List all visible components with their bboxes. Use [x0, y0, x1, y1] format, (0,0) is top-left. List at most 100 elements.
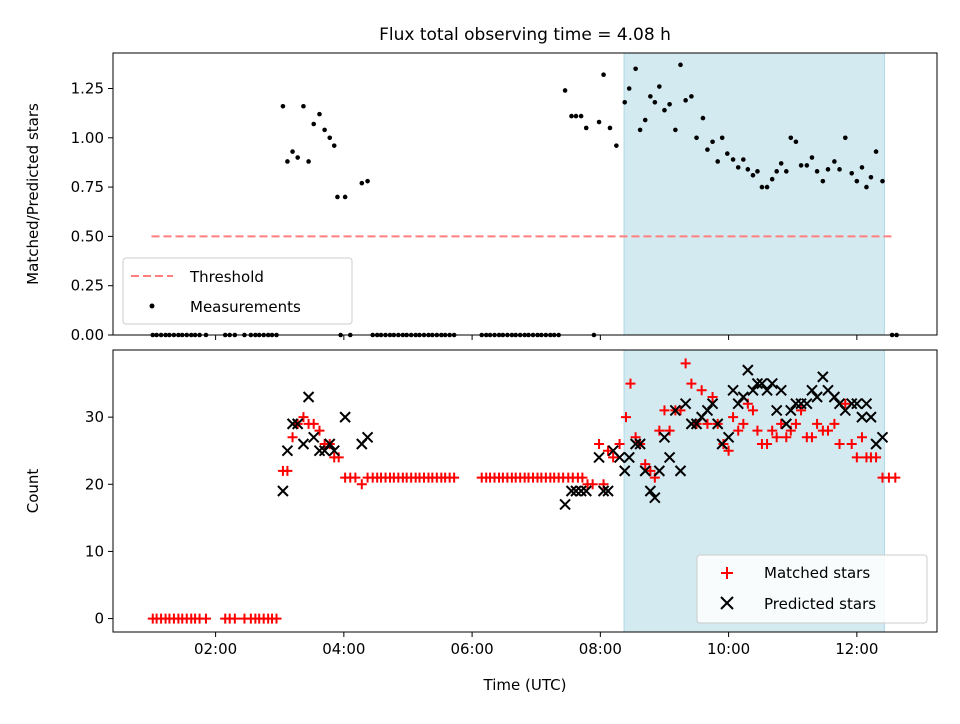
predicted-star-point: [761, 384, 773, 396]
matched-star-point: [822, 425, 833, 436]
matched-star-point: [790, 418, 801, 429]
predicted-star-point: [856, 411, 868, 423]
measurement-point: [774, 169, 779, 174]
predicted-star-point: [806, 384, 818, 396]
y-tick-label: 0: [94, 610, 104, 628]
matched-star-point: [350, 472, 361, 483]
measurement-point: [601, 72, 606, 77]
matched-star-point: [625, 378, 636, 389]
x-tick-label: 12:00: [835, 640, 878, 658]
measurement-point: [837, 167, 842, 172]
measurement-point: [331, 143, 337, 148]
predicted-star-point: [580, 485, 592, 497]
predicted-star-point: [277, 485, 289, 497]
matched-star-point: [229, 613, 240, 624]
matched-star-point: [762, 439, 773, 449]
predicted-star-point: [775, 384, 787, 396]
measurement-point: [705, 147, 710, 152]
predicted-star-point: [669, 404, 682, 417]
matched-star-point: [640, 459, 651, 470]
measurement-point: [793, 139, 799, 145]
y-tick-label: 1.00: [71, 129, 104, 147]
measurement-point: [335, 194, 340, 200]
x-tick-label: 04:00: [322, 640, 365, 658]
predicted-star-point: [811, 391, 823, 403]
measurement-point: [667, 101, 672, 107]
measurement-point: [710, 139, 715, 145]
y-tick-label: 0.75: [71, 178, 104, 196]
x-tick-label: 10:00: [707, 640, 750, 658]
predicted-star-point: [756, 377, 768, 390]
predicted-star-point: [286, 418, 299, 430]
measurement-point: [622, 100, 628, 105]
matched-star-point: [654, 425, 665, 436]
measurement-point: [365, 178, 370, 184]
matched-star-point: [829, 418, 840, 429]
measurement-point: [290, 149, 295, 154]
matched-star-point: [620, 412, 631, 423]
measurement-point: [784, 169, 789, 174]
matched-star-point: [645, 465, 656, 476]
matched-star-point: [806, 432, 817, 443]
matched-star-point: [200, 613, 211, 624]
y-tick-label: 0.25: [71, 277, 104, 295]
predicted-star-point: [685, 418, 698, 430]
measurement-point: [295, 155, 300, 160]
predicted-star-point: [318, 445, 331, 457]
measurement-point: [683, 98, 688, 103]
predicted-star-point: [727, 384, 739, 396]
measurement-point: [769, 176, 775, 182]
measurement-point: [798, 163, 804, 168]
matched-star-point: [696, 385, 707, 396]
predicted-star-point: [828, 391, 841, 403]
matched-star-point: [603, 445, 614, 456]
y-tick-label: 1.25: [71, 79, 104, 97]
measurement-point: [607, 125, 613, 131]
top-y-axis: 0.00 0.25 0.50 0.75 1.00 1.25: [71, 79, 113, 344]
predicted-star-point: [674, 465, 687, 477]
matched-star-point: [680, 358, 691, 369]
measurement-point: [317, 111, 322, 117]
top-y-label: Matched/Predicted stars: [24, 103, 42, 285]
measurement-point: [562, 88, 568, 93]
measurement-point: [788, 135, 794, 141]
predicted-star-point: [851, 398, 863, 410]
matched-star-point: [664, 425, 675, 436]
predicted-star-point: [339, 411, 351, 423]
measurement-point: [759, 184, 765, 190]
predicted-star-point: [565, 485, 578, 497]
matched-star-point: [594, 439, 605, 449]
measurement-point: [764, 184, 770, 190]
matched-star-point: [890, 472, 901, 483]
measurement-point: [825, 167, 831, 172]
measurement-point: [652, 100, 658, 105]
matched-star-point: [856, 432, 867, 443]
predicted-star-point: [817, 371, 829, 383]
measurement-point: [311, 121, 317, 127]
measurement-point: [306, 159, 311, 164]
measurement-point: [804, 163, 810, 168]
measurement-point: [280, 103, 286, 109]
predicted-star-point: [876, 431, 889, 443]
measurement-point: [569, 113, 574, 119]
predicted-star-point: [291, 418, 304, 430]
matched-star-point: [871, 452, 882, 463]
predicted-star-point: [711, 418, 724, 430]
observing-span-top: [623, 52, 885, 336]
bottom-y-axis: 0 10 20 30: [85, 408, 113, 628]
matched-star-point: [271, 613, 282, 624]
predicted-star-point: [732, 398, 744, 410]
measurement-point: [745, 167, 751, 172]
measurement-point: [662, 107, 667, 113]
measurement-point: [689, 94, 694, 99]
predicted-star-point: [846, 398, 858, 410]
bottom-legend: Matched stars Predicted stars: [696, 554, 928, 624]
y-tick-label: 10: [85, 542, 104, 560]
bottom-panel: 0 10 20 30 02:00 04:00 06:00 08:00 10:00 12:00 C…: [24, 349, 938, 694]
matched-star-point: [781, 432, 792, 443]
measurement-point: [741, 157, 746, 162]
measurement-point: [573, 113, 579, 119]
predicted-star-point: [281, 445, 294, 457]
matched-star-point: [702, 418, 713, 429]
